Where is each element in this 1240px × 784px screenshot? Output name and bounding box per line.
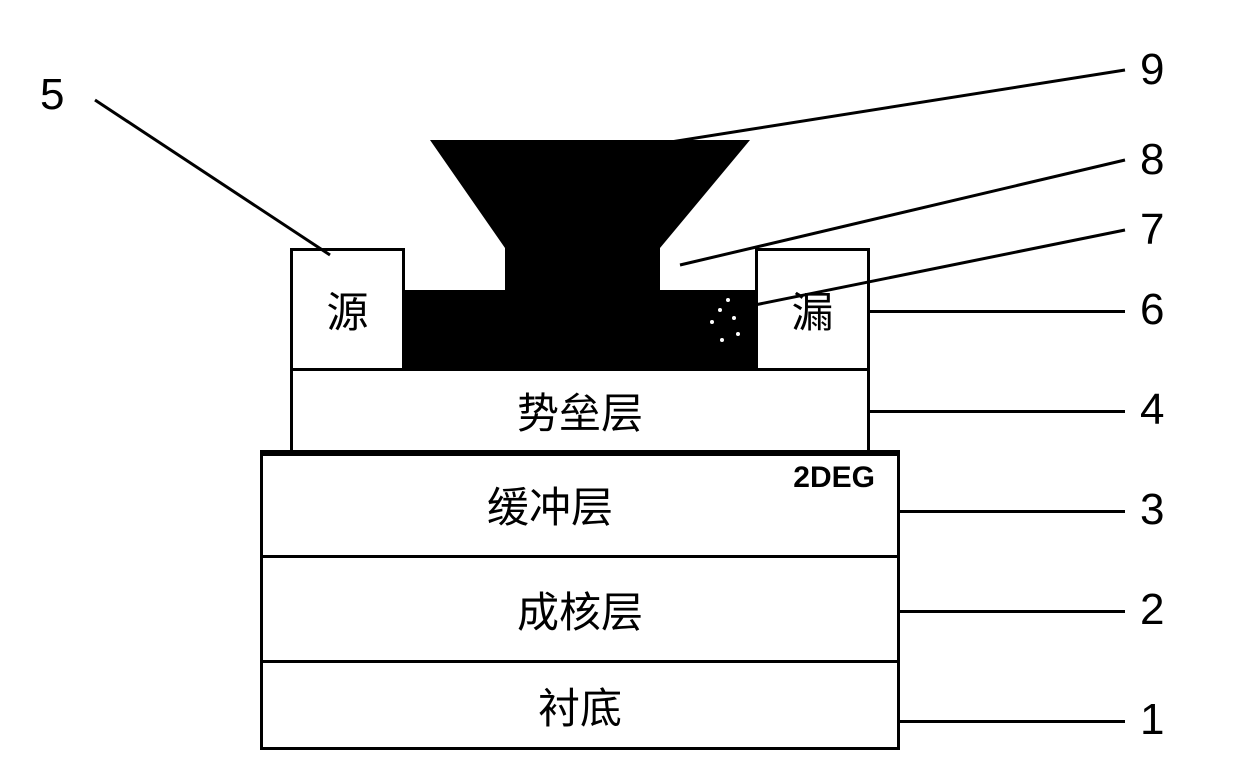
callout-2: 2: [1140, 585, 1164, 635]
angled-leaders: [0, 0, 1240, 784]
callout-6: 6: [1140, 285, 1164, 335]
callout-4: 4: [1140, 385, 1164, 435]
callout-5: 5: [40, 70, 64, 120]
callout-1: 1: [1140, 695, 1164, 745]
diagram-canvas: 衬底 成核层 缓冲层 2DEG 势垒层 源 漏: [0, 0, 1240, 784]
callout-8: 8: [1140, 135, 1164, 185]
callout-3: 3: [1140, 485, 1164, 535]
callout-7: 7: [1140, 205, 1164, 255]
callout-9: 9: [1140, 45, 1164, 95]
